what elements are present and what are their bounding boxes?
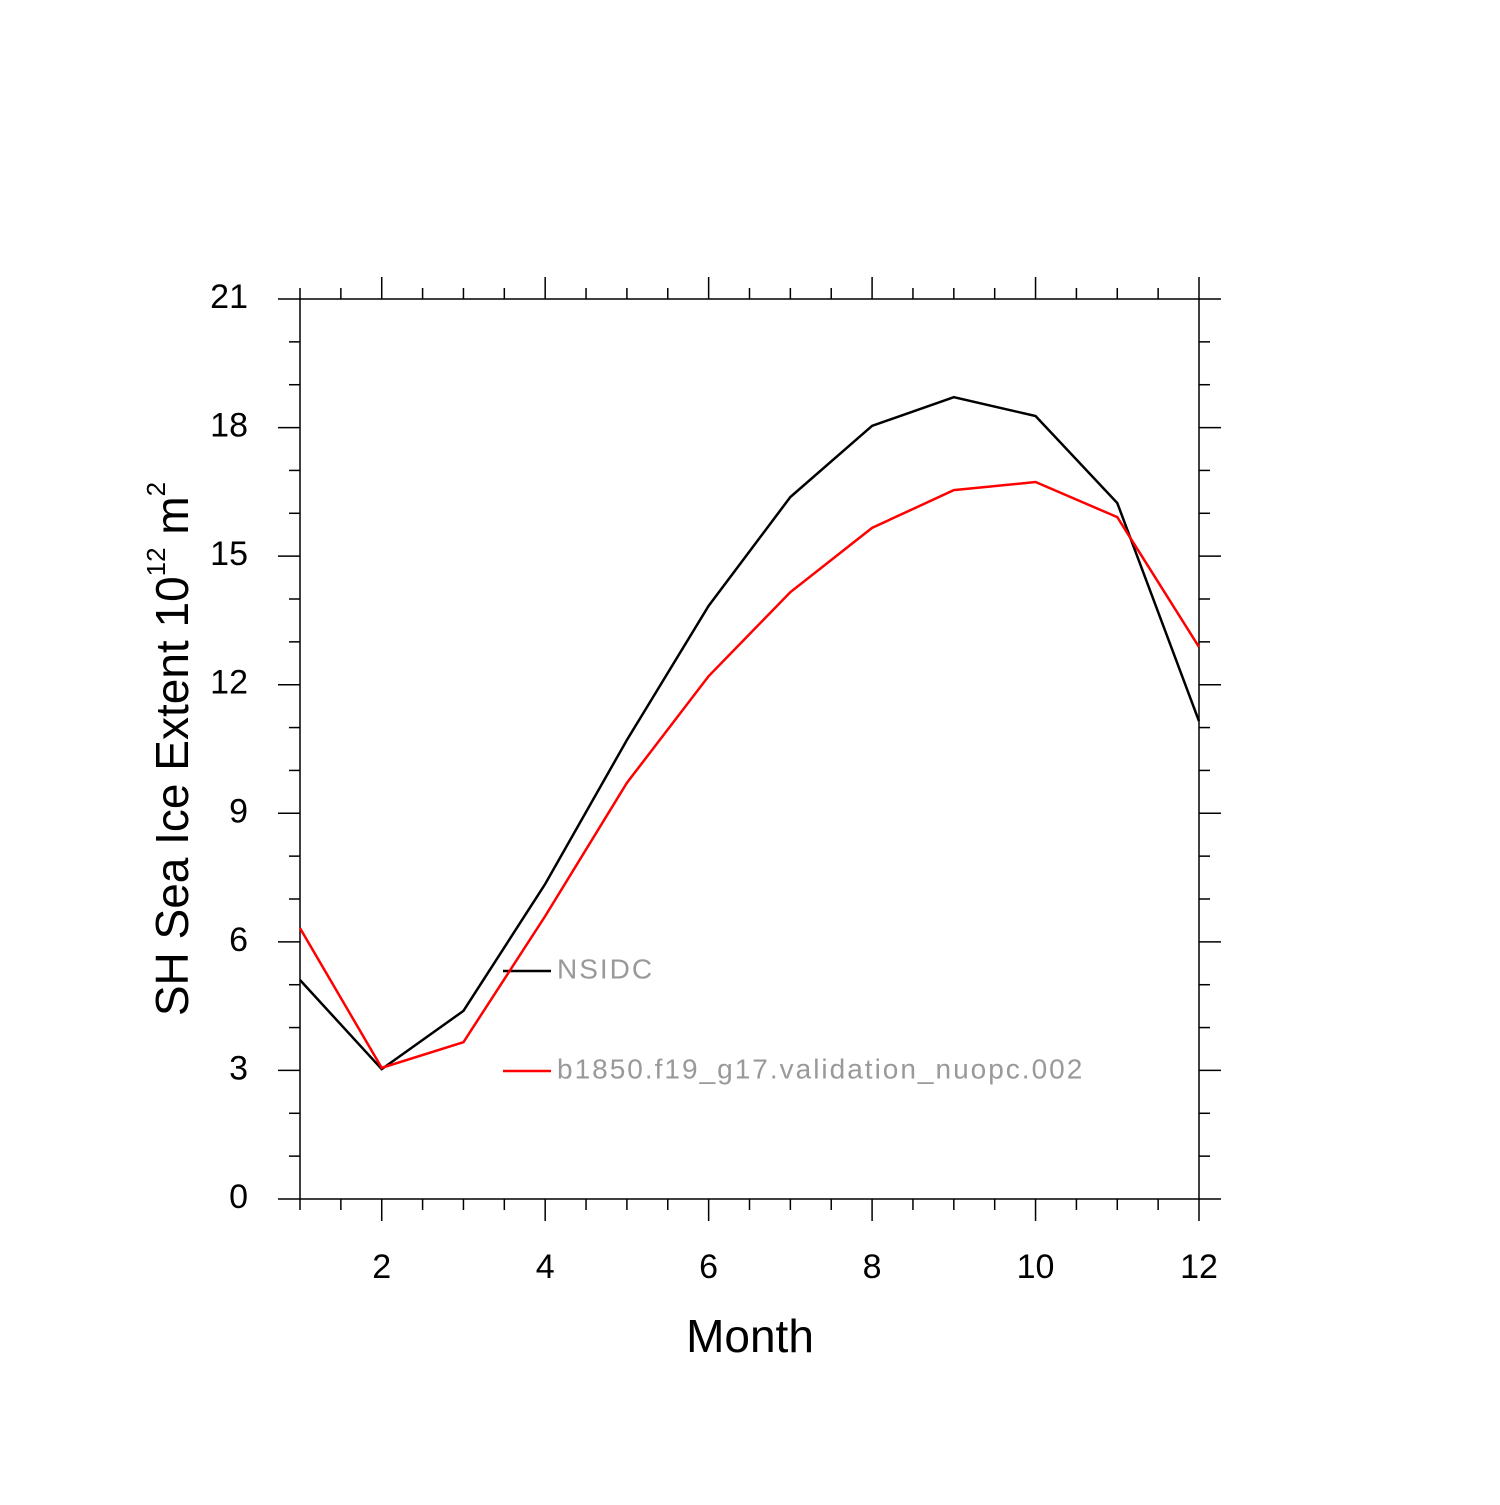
- y-label-part: m: [146, 496, 198, 547]
- x-tick-label: 10: [1017, 1248, 1055, 1286]
- x-tick-label: 6: [699, 1248, 718, 1286]
- x-axis-label: Month: [686, 1310, 814, 1362]
- y-tick-label: 12: [210, 664, 248, 702]
- y-label-part: 2: [141, 482, 171, 496]
- y-tick-label: 9: [229, 792, 248, 830]
- x-tick-label: 8: [863, 1248, 882, 1286]
- legend-label: b1850.f19_g17.validation_nuopc.002: [557, 1053, 1084, 1084]
- y-tick-label: 0: [229, 1178, 248, 1216]
- legend-label: NSIDC: [557, 953, 654, 984]
- y-label-part: SH Sea Ice Extent 10: [146, 576, 198, 1016]
- y-tick-label: 3: [229, 1049, 248, 1087]
- y-label-part: 12: [141, 547, 171, 576]
- data-line: [299, 395, 1201, 1071]
- y-tick-label: 21: [210, 278, 248, 316]
- y-tick-label: 6: [229, 921, 248, 959]
- y-tick-label: 15: [210, 535, 248, 573]
- data-line: [298, 480, 1201, 1070]
- y-tick-label: 18: [210, 407, 248, 445]
- y-axis-label: SH Sea Ice Extent 1012 m2: [141, 482, 198, 1016]
- x-tick-label: 12: [1180, 1248, 1218, 1286]
- x-tick-label: 2: [372, 1248, 391, 1286]
- x-tick-label: 4: [536, 1248, 555, 1286]
